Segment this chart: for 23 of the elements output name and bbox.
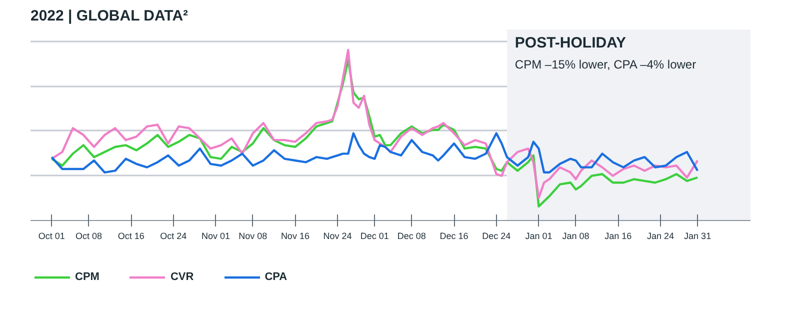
chart-title: 2022 | GLOBAL DATA² <box>30 8 188 24</box>
annotation: CPM –15% lower, CPA –4% lower <box>514 57 696 72</box>
x-tick-label: Oct 16 <box>118 231 144 242</box>
band-label: POST-HOLIDAY <box>514 34 626 52</box>
x-tick-label: Oct 08 <box>75 231 102 242</box>
x-tick-label: Jan 24 <box>646 231 674 242</box>
x-tick-label: Nov 24 <box>323 231 352 242</box>
x-tick-label: Dec 24 <box>482 231 511 242</box>
x-tick-label: Nov 16 <box>280 231 310 242</box>
x-tick-label: Jan 01 <box>525 231 552 242</box>
x-tick-label: Oct 01 <box>38 231 65 242</box>
x-tick-label: Nov 08 <box>238 231 268 242</box>
legend-label: CPA <box>264 271 288 283</box>
legend-label: CVR <box>170 271 194 283</box>
x-tick-label: Jan 16 <box>604 231 632 242</box>
x-tick-label: Jan 08 <box>562 231 590 242</box>
x-tick-label: Oct 24 <box>160 231 187 242</box>
x-tick-label: Nov 01 <box>202 231 230 242</box>
x-tick-label: Jan 31 <box>684 231 712 242</box>
x-tick-label: Dec 08 <box>397 231 426 242</box>
x-tick-label: Dec 01 <box>360 231 389 242</box>
legend-label: CPM <box>75 271 100 283</box>
x-tick-label: Dec 16 <box>440 231 468 242</box>
